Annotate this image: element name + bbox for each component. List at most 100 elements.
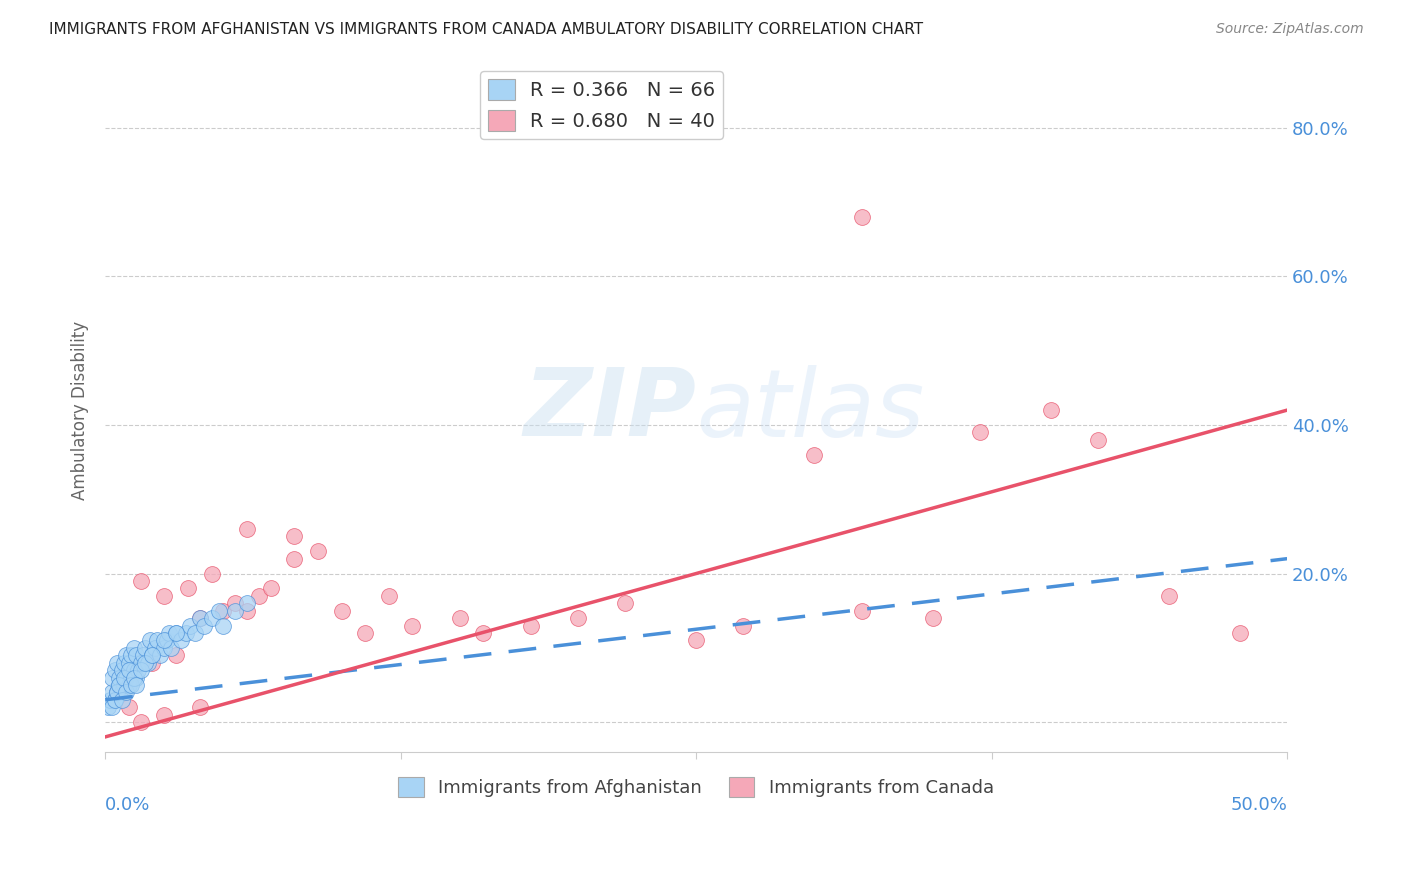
Point xyxy=(118,663,141,677)
Point xyxy=(260,582,283,596)
Point xyxy=(969,425,991,440)
Point xyxy=(105,685,128,699)
Point xyxy=(1157,589,1180,603)
Point xyxy=(146,633,169,648)
Point xyxy=(177,582,200,596)
Point xyxy=(157,626,180,640)
Point xyxy=(104,693,127,707)
Point xyxy=(170,633,193,648)
Point xyxy=(108,671,131,685)
Point xyxy=(378,589,401,603)
Point xyxy=(1229,626,1251,640)
Point xyxy=(141,648,163,663)
Point xyxy=(141,656,163,670)
Point xyxy=(354,626,377,640)
Point xyxy=(153,640,176,655)
Point xyxy=(236,604,259,618)
Point xyxy=(104,693,127,707)
Point xyxy=(236,596,259,610)
Point xyxy=(111,685,134,699)
Point xyxy=(141,648,163,663)
Text: Source: ZipAtlas.com: Source: ZipAtlas.com xyxy=(1216,22,1364,37)
Point xyxy=(139,633,162,648)
Point xyxy=(188,611,211,625)
Point xyxy=(153,633,176,648)
Point xyxy=(851,210,873,224)
Point xyxy=(179,618,201,632)
Point xyxy=(184,626,207,640)
Point xyxy=(236,522,259,536)
Point xyxy=(127,663,149,677)
Text: atlas: atlas xyxy=(696,365,924,456)
Point xyxy=(112,656,135,670)
Point xyxy=(112,671,135,685)
Point xyxy=(283,551,305,566)
Point xyxy=(247,589,270,603)
Point xyxy=(118,678,141,692)
Point xyxy=(112,678,135,692)
Point xyxy=(115,685,138,699)
Point xyxy=(111,663,134,677)
Point xyxy=(97,700,120,714)
Point xyxy=(165,626,187,640)
Point xyxy=(120,671,142,685)
Point xyxy=(105,685,128,699)
Point xyxy=(156,633,179,648)
Point xyxy=(851,604,873,618)
Point xyxy=(1087,433,1109,447)
Point xyxy=(108,678,131,692)
Point xyxy=(98,693,121,707)
Point xyxy=(104,663,127,677)
Point xyxy=(125,648,148,663)
Point xyxy=(143,640,166,655)
Point xyxy=(174,626,197,640)
Point xyxy=(330,604,353,618)
Point xyxy=(118,656,141,670)
Point xyxy=(132,648,155,663)
Point xyxy=(136,656,159,670)
Point xyxy=(125,671,148,685)
Point xyxy=(115,648,138,663)
Point xyxy=(122,640,145,655)
Point xyxy=(188,611,211,625)
Point xyxy=(115,671,138,685)
Point xyxy=(307,544,329,558)
Point xyxy=(803,448,825,462)
Point xyxy=(122,671,145,685)
Point xyxy=(129,656,152,670)
Point xyxy=(165,626,187,640)
Point xyxy=(614,596,637,610)
Point xyxy=(224,596,246,610)
Point xyxy=(122,663,145,677)
Text: 50.0%: 50.0% xyxy=(1230,797,1286,814)
Point xyxy=(105,685,128,699)
Point xyxy=(153,589,176,603)
Point xyxy=(685,633,707,648)
Point xyxy=(134,640,156,655)
Point xyxy=(200,566,222,581)
Point xyxy=(129,714,152,729)
Point xyxy=(108,678,131,692)
Point xyxy=(1039,403,1062,417)
Point xyxy=(200,611,222,625)
Point xyxy=(120,678,142,692)
Text: 0.0%: 0.0% xyxy=(105,797,150,814)
Point xyxy=(125,678,148,692)
Point xyxy=(449,611,471,625)
Point xyxy=(208,604,231,618)
Point xyxy=(212,604,235,618)
Point xyxy=(519,618,541,632)
Legend: Immigrants from Afghanistan, Immigrants from Canada: Immigrants from Afghanistan, Immigrants … xyxy=(391,770,1001,805)
Point xyxy=(567,611,589,625)
Point xyxy=(921,611,943,625)
Point xyxy=(472,626,495,640)
Point xyxy=(153,707,176,722)
Point xyxy=(101,700,124,714)
Point xyxy=(148,648,170,663)
Point xyxy=(129,663,152,677)
Point xyxy=(283,529,305,543)
Point xyxy=(401,618,423,632)
Point xyxy=(101,671,124,685)
Point xyxy=(134,656,156,670)
Point xyxy=(212,618,235,632)
